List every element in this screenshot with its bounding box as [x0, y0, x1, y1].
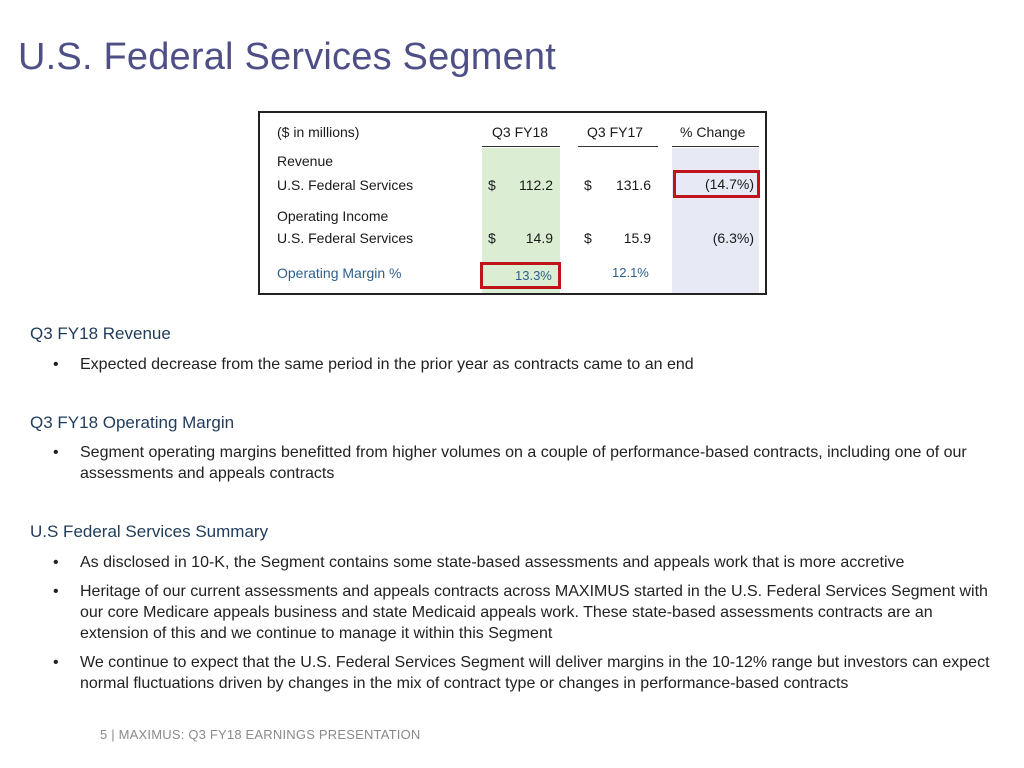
revenue-change-highlight: [673, 170, 760, 198]
income-fy18-value: 14.9: [525, 230, 553, 246]
financial-table: ($ in millions) Q3 FY18 Q3 FY17 % Change…: [258, 111, 767, 295]
income-row-label: U.S. Federal Services: [277, 230, 414, 246]
revenue-fy17-value: 131.6: [615, 177, 651, 193]
list-item: • As disclosed in 10-K, the Segment conta…: [53, 554, 905, 571]
list-item: • Expected decrease from the same period …: [53, 356, 694, 373]
column-header-change: % Change: [680, 124, 746, 140]
q3-fy18-column-band: [482, 148, 560, 293]
revenue-row-label: U.S. Federal Services: [277, 177, 414, 193]
margin-fy17-value: 12.1%: [612, 265, 649, 280]
revenue-fy17-currency: $: [584, 177, 592, 193]
revenue-fy18-value: 112.2: [519, 177, 553, 193]
header-underline-fy17: [578, 146, 658, 147]
revenue-change-value: (14.7%): [704, 176, 754, 192]
column-header-q3-fy18: Q3 FY18: [492, 124, 549, 140]
bullet-icon: •: [53, 356, 59, 373]
header-underline-fy18: [482, 146, 560, 147]
income-fy17-currency: $: [584, 230, 592, 246]
section-heading-margin: Q3 FY18 Operating Margin: [30, 413, 235, 432]
section-heading-revenue: Q3 FY18 Revenue: [30, 324, 171, 343]
revenue-fy18-currency: $: [488, 177, 496, 193]
page-footer: 5 | MAXIMUS: Q3 FY18 EARNINGS PRESENTATI…: [100, 727, 421, 742]
margin-fy18-value: 13.3%: [515, 268, 552, 283]
operating-income-heading: Operating Income: [277, 208, 389, 224]
operating-margin-label: Operating Margin %: [277, 265, 402, 281]
bullet-icon: •: [53, 554, 59, 571]
list-item: • Heritage of our current assessments and…: [53, 583, 988, 642]
revenue-heading: Revenue: [277, 153, 334, 169]
summary-bullet-list: • As disclosed in 10-K, the Segment conta…: [53, 552, 1003, 702]
column-header-q3-fy17: Q3 FY17: [587, 124, 644, 140]
income-change-value: (6.3%): [712, 230, 754, 246]
income-fy17-value: 15.9: [623, 230, 651, 246]
margin-bullet-list: • Segment operating margins benefitted fr…: [53, 442, 1003, 492]
header-underline-change: [672, 146, 759, 147]
bullet-icon: •: [53, 654, 59, 671]
page-title: U.S. Federal Services Segment: [18, 36, 557, 78]
bullet-icon: •: [53, 583, 59, 600]
list-item: • Segment operating margins benefitted fr…: [53, 444, 967, 482]
table-units-label: ($ in millions): [277, 124, 360, 140]
bullet-icon: •: [53, 444, 59, 461]
margin-fy18-highlight: [480, 262, 561, 289]
revenue-bullet-list: • Expected decrease from the same period …: [53, 354, 1003, 383]
income-fy18-currency: $: [488, 230, 496, 246]
list-item: • We continue to expect that the U.S. Fed…: [53, 654, 990, 692]
section-heading-summary: U.S Federal Services Summary: [30, 522, 269, 541]
